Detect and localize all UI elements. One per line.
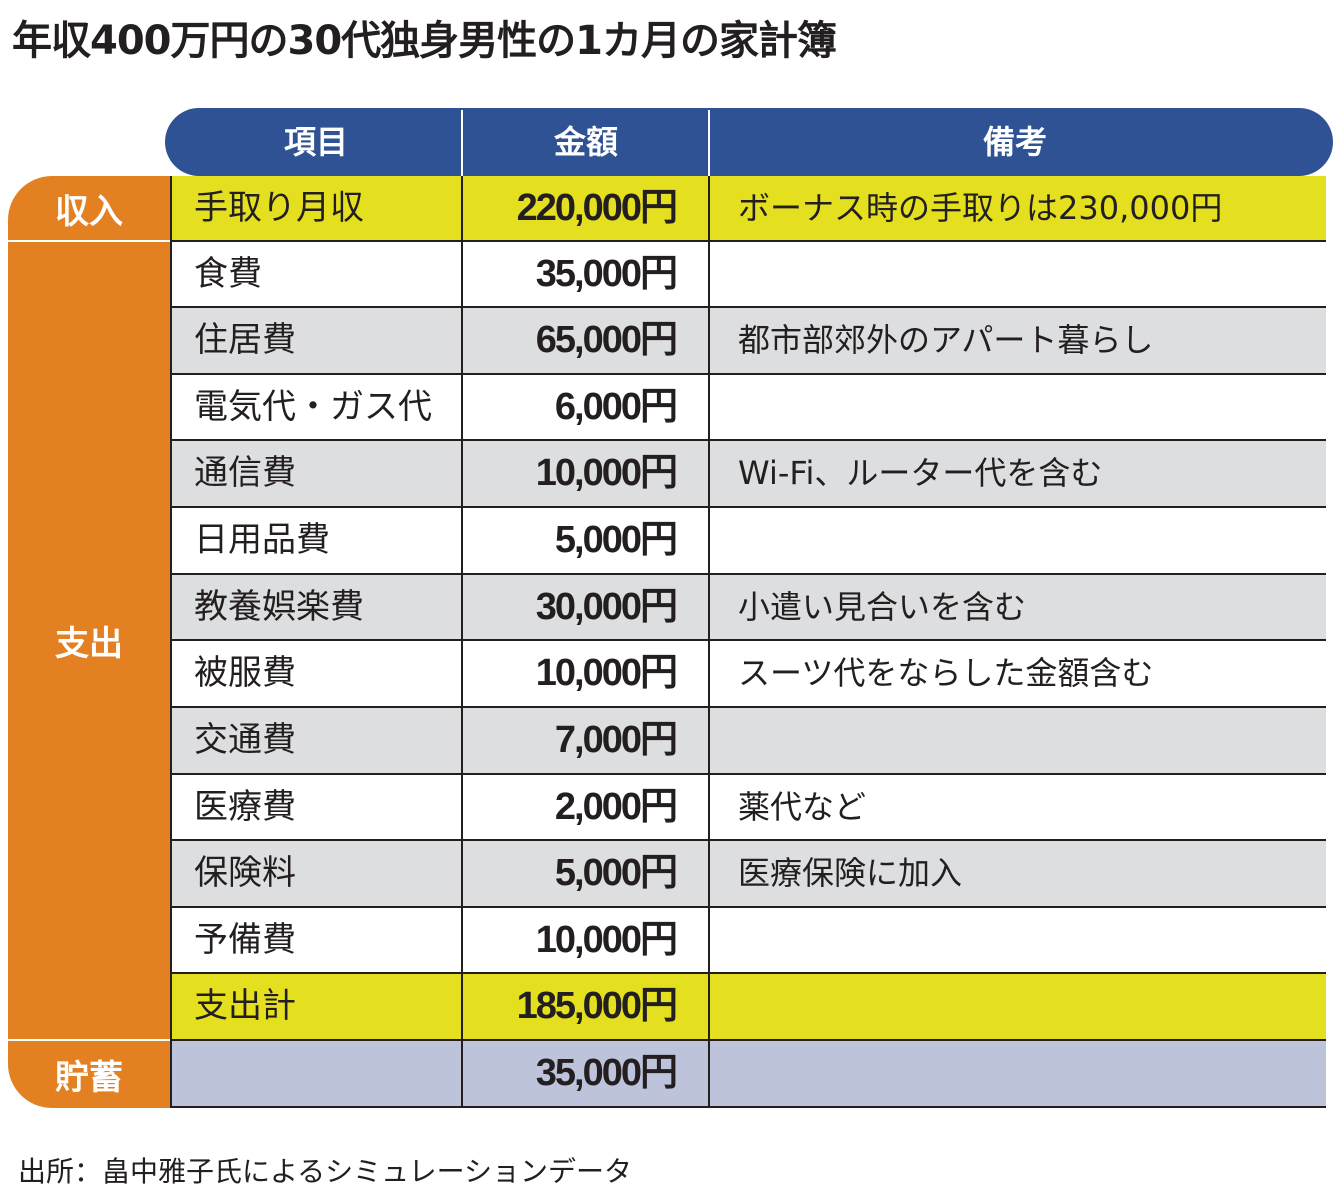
table-row: 手取り月収 220,000円 ボーナス時の手取りは230,000円 (170, 176, 1326, 242)
row-item: 手取り月収 (194, 188, 364, 228)
table-row: 電気代・ガス代 6,000円 (170, 375, 1326, 441)
row-item: 住居費 (194, 320, 296, 360)
row-item: 支出計 (194, 986, 296, 1026)
row-item: 交通費 (194, 720, 296, 760)
row-item: 通信費 (194, 453, 296, 493)
row-note: ボーナス時の手取りは230,000円 (738, 189, 1223, 227)
group-income: 収入 (8, 176, 170, 240)
source-note: 出所：畠中雅子氏によるシミュレーションデータ (18, 1155, 633, 1188)
row-amount: 10,000円 (535, 452, 678, 494)
group-expense: 支出 (8, 242, 170, 1039)
row-item: 予備費 (194, 920, 296, 960)
table-row: 住居費 65,000円 都市部郊外のアパート暮らし (170, 308, 1326, 375)
row-item: 保険料 (194, 853, 296, 893)
table-row: 食費 35,000円 (170, 242, 1326, 308)
table-header (165, 108, 1333, 176)
row-note: 医療保険に加入 (738, 854, 963, 892)
row-amount: 7,000円 (554, 719, 678, 761)
table-row: 支出計 185,000円 (170, 974, 1326, 1041)
column-divider (461, 176, 463, 1108)
row-amount: 10,000円 (535, 652, 678, 694)
table-row: 予備費 10,000円 (170, 908, 1326, 974)
table-row: 教養娯楽費 30,000円 小遣い見合いを含む (170, 575, 1326, 641)
row-item: 食費 (194, 254, 262, 294)
row-item: 電気代・ガス代 (194, 387, 432, 427)
row-note: 都市部郊外のアパート暮らし (738, 321, 1154, 359)
table-row: 交通費 7,000円 (170, 708, 1326, 775)
header-item: 項目 (283, 123, 348, 161)
row-amount: 2,000円 (554, 786, 678, 828)
table-row: 35,000円 (170, 1041, 1326, 1108)
row-note: スーツ代をならした金額含む (738, 654, 1154, 692)
header-divider (708, 110, 710, 176)
page-title: 年収400万円の30代独身男性の1カ月の家計簿 (12, 18, 837, 64)
row-note: 薬代など (738, 788, 867, 826)
row-amount: 6,000円 (554, 386, 678, 428)
table-row: 通信費 10,000円 Wi-Fi、ルーター代を含む (170, 441, 1326, 508)
row-item: 日用品費 (194, 520, 330, 560)
header-divider (461, 110, 463, 176)
row-amount: 5,000円 (554, 519, 678, 561)
row-item: 教養娯楽費 (194, 587, 364, 627)
row-note: 小遣い見合いを含む (738, 588, 1027, 626)
row-amount: 220,000円 (516, 187, 678, 229)
row-item: 被服費 (194, 653, 296, 693)
table-row: 日用品費 5,000円 (170, 508, 1326, 575)
group-savings: 貯蓄 (8, 1041, 170, 1108)
header-note: 備考 (982, 123, 1047, 161)
column-divider (708, 176, 710, 1108)
table-row: 医療費 2,000円 薬代など (170, 775, 1326, 841)
row-amount: 5,000円 (554, 852, 678, 894)
row-amount: 35,000円 (535, 253, 678, 295)
row-amount: 30,000円 (535, 586, 678, 628)
row-amount: 10,000円 (535, 919, 678, 961)
table-row: 被服費 10,000円 スーツ代をならした金額含む (170, 641, 1326, 708)
row-amount: 185,000円 (516, 985, 678, 1027)
row-amount: 65,000円 (535, 319, 678, 361)
column-divider (170, 176, 172, 1108)
row-item: 医療費 (194, 787, 296, 827)
header-amount: 金額 (553, 123, 618, 161)
row-amount: 35,000円 (535, 1052, 678, 1094)
table-row: 保険料 5,000円 医療保険に加入 (170, 841, 1326, 908)
row-note: Wi-Fi、ルーター代を含む (738, 454, 1103, 492)
